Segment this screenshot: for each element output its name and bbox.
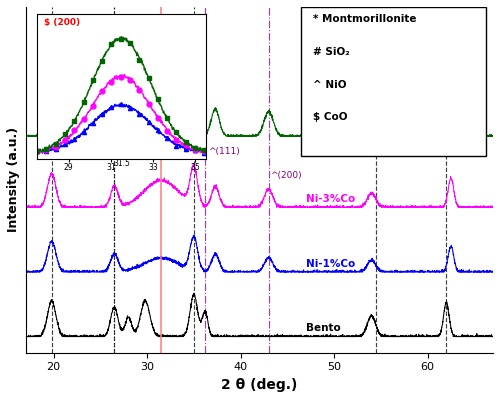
Y-axis label: Intensity (a.u.): Intensity (a.u.) bbox=[7, 127, 20, 233]
Text: # SiO₂: # SiO₂ bbox=[313, 47, 350, 57]
Text: ^ NiO: ^ NiO bbox=[313, 79, 346, 89]
Text: ^(111): ^(111) bbox=[208, 147, 240, 156]
Text: *: * bbox=[187, 69, 194, 82]
X-axis label: 2 θ (deg.): 2 θ (deg.) bbox=[221, 378, 298, 392]
Text: ^(200): ^(200) bbox=[270, 171, 302, 180]
Text: $ CoO: $ CoO bbox=[313, 113, 348, 122]
Text: *: * bbox=[440, 94, 446, 107]
Text: Ni-3%Co: Ni-3%Co bbox=[306, 194, 356, 204]
Text: Bento: Bento bbox=[306, 323, 341, 334]
Text: Ni-1%Co: Ni-1%Co bbox=[306, 259, 356, 269]
Text: *: * bbox=[44, 73, 51, 86]
Text: * Montmorillonite: * Montmorillonite bbox=[313, 14, 416, 24]
Text: #: # bbox=[106, 93, 116, 106]
FancyBboxPatch shape bbox=[302, 7, 486, 156]
Text: Ni-5%Co: Ni-5%Co bbox=[306, 121, 356, 131]
Text: *: * bbox=[369, 94, 376, 107]
